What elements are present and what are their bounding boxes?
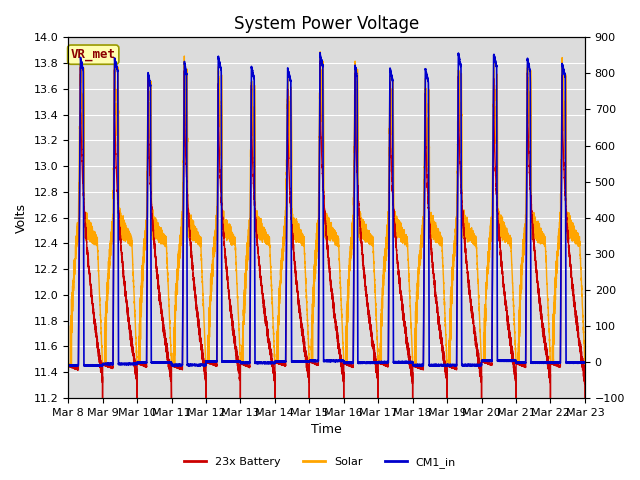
Text: VR_met: VR_met	[71, 48, 116, 61]
Legend: 23x Battery, Solar, CM1_in: 23x Battery, Solar, CM1_in	[179, 452, 461, 472]
X-axis label: Time: Time	[311, 423, 342, 436]
Y-axis label: Volts: Volts	[15, 203, 28, 233]
Title: System Power Voltage: System Power Voltage	[234, 15, 419, 33]
